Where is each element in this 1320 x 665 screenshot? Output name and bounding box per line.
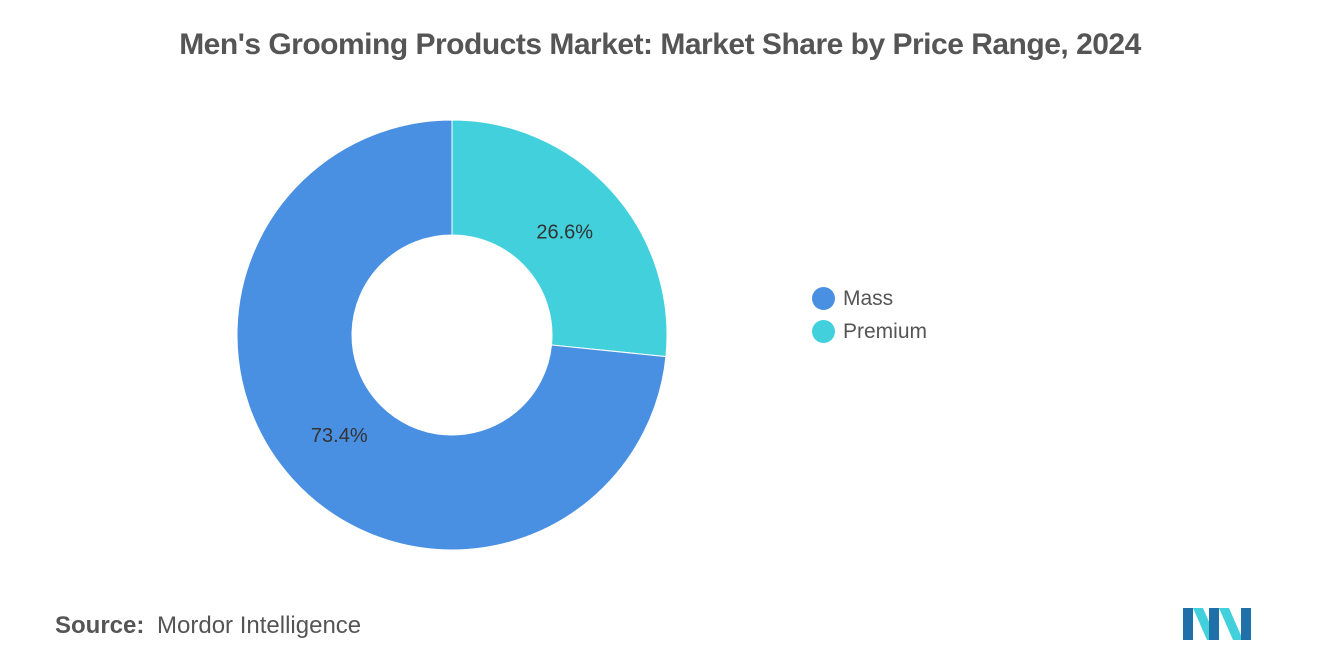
data-label-premium: 26.6% xyxy=(536,221,593,243)
slice-premium[interactable] xyxy=(451,119,668,358)
legend-swatch-mass xyxy=(812,287,835,310)
mordor-intelligence-logo-icon xyxy=(1183,608,1251,640)
legend-item-mass[interactable]: Mass xyxy=(812,282,927,315)
legend-item-premium[interactable]: Premium xyxy=(812,315,927,348)
source-note: Source: Mordor Intelligence xyxy=(55,612,361,640)
legend-label-premium: Premium xyxy=(843,319,928,343)
data-label-mass: 73.4% xyxy=(311,425,368,447)
source-label: Source: xyxy=(55,612,145,639)
slice-mass[interactable] xyxy=(236,119,667,551)
legend-label-mass: Mass xyxy=(843,286,894,310)
source-value: Mordor Intelligence xyxy=(157,612,362,639)
chart-title: Men's Grooming Products Market: Market S… xyxy=(179,28,1141,61)
chart-legend: Mass Premium xyxy=(812,282,927,348)
legend-swatch-premium xyxy=(812,320,835,343)
